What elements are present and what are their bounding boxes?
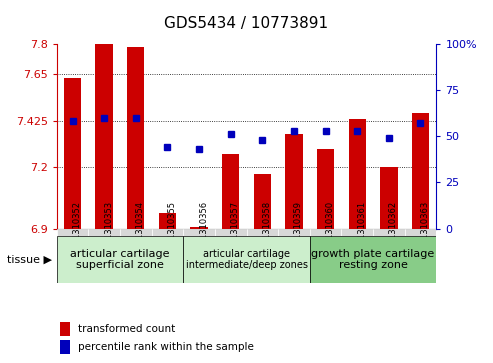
Text: GSM1310357: GSM1310357	[231, 201, 240, 257]
Bar	[412, 114, 429, 229]
Text: GSM1310360: GSM1310360	[325, 201, 335, 257]
Bar	[61, 340, 70, 354]
Bar	[61, 322, 70, 336]
Bar	[190, 227, 208, 229]
Text: GSM1310355: GSM1310355	[168, 201, 176, 257]
Text: GSM1310362: GSM1310362	[389, 201, 398, 257]
Text: GSM1310361: GSM1310361	[357, 201, 366, 257]
Text: GSM1310352: GSM1310352	[72, 201, 81, 257]
Bar	[96, 44, 113, 229]
Bar	[310, 229, 341, 236]
Text: GDS5434 / 10773891: GDS5434 / 10773891	[165, 16, 328, 31]
Bar	[64, 78, 81, 229]
Bar	[120, 229, 152, 236]
Bar	[246, 229, 278, 236]
Text: GSM1310359: GSM1310359	[294, 201, 303, 257]
Text: articular cartilage
superficial zone: articular cartilage superficial zone	[70, 249, 170, 270]
Bar	[253, 174, 271, 229]
Bar	[88, 229, 120, 236]
Text: tissue ▶: tissue ▶	[7, 254, 52, 265]
Bar	[278, 229, 310, 236]
Bar	[183, 229, 215, 236]
Text: growth plate cartilage
resting zone: growth plate cartilage resting zone	[312, 249, 435, 270]
Bar	[183, 236, 310, 283]
Bar	[57, 229, 88, 236]
Bar	[127, 46, 144, 229]
Bar	[159, 213, 176, 229]
Text: percentile rank within the sample: percentile rank within the sample	[77, 342, 253, 352]
Bar	[341, 229, 373, 236]
Text: GSM1310358: GSM1310358	[262, 201, 271, 257]
Text: GSM1310356: GSM1310356	[199, 201, 208, 257]
Text: articular cartilage
intermediate/deep zones: articular cartilage intermediate/deep zo…	[185, 249, 308, 270]
Bar	[152, 229, 183, 236]
Bar	[310, 236, 436, 283]
Text: GSM1310354: GSM1310354	[136, 201, 145, 257]
Text: GSM1310353: GSM1310353	[104, 201, 113, 257]
Bar	[317, 150, 334, 229]
Bar	[373, 229, 405, 236]
Bar	[222, 154, 240, 229]
Bar	[285, 134, 303, 229]
Bar	[57, 236, 183, 283]
Text: GSM1310363: GSM1310363	[421, 201, 429, 257]
Bar	[380, 167, 397, 229]
Bar	[349, 119, 366, 229]
Text: transformed count: transformed count	[77, 324, 175, 334]
Bar	[405, 229, 436, 236]
Bar	[215, 229, 246, 236]
